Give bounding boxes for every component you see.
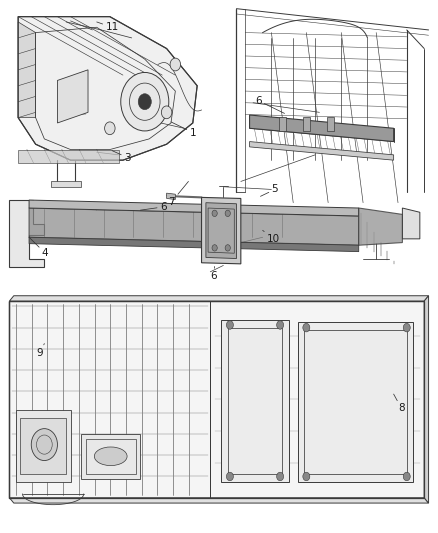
Polygon shape [81,434,141,479]
Circle shape [170,58,180,71]
Polygon shape [221,320,289,482]
Polygon shape [29,200,359,216]
Text: 6: 6 [210,266,217,281]
Circle shape [105,122,115,135]
Circle shape [212,210,217,216]
Polygon shape [166,193,175,199]
Text: 8: 8 [394,394,405,414]
Polygon shape [10,200,44,266]
Polygon shape [206,203,237,259]
Circle shape [277,472,284,481]
Polygon shape [18,22,35,118]
Polygon shape [20,418,66,474]
Circle shape [212,245,217,251]
Polygon shape [359,208,403,245]
Text: 9: 9 [37,344,44,358]
Polygon shape [16,410,71,482]
Text: 5: 5 [261,184,278,196]
Circle shape [226,472,233,481]
Circle shape [403,472,410,481]
Polygon shape [279,117,286,131]
Circle shape [403,324,410,332]
Text: 1: 1 [171,122,196,138]
Polygon shape [18,17,197,160]
Polygon shape [250,115,394,142]
Circle shape [226,321,233,329]
Polygon shape [424,296,428,503]
Circle shape [161,106,172,119]
Circle shape [303,472,310,481]
Polygon shape [51,181,81,187]
Polygon shape [29,237,359,252]
Polygon shape [303,117,310,131]
Polygon shape [327,117,334,131]
Text: 4: 4 [29,237,49,258]
Polygon shape [10,296,428,301]
Polygon shape [18,150,119,163]
Polygon shape [403,208,420,239]
Polygon shape [57,70,88,123]
Circle shape [277,321,284,329]
Text: 6: 6 [141,202,166,212]
Circle shape [225,210,230,216]
Polygon shape [201,197,241,264]
Circle shape [121,72,169,131]
Text: 11: 11 [97,22,119,33]
Text: 6: 6 [255,95,285,114]
Text: 3: 3 [112,151,131,163]
Polygon shape [250,142,394,160]
Polygon shape [10,498,428,503]
Polygon shape [29,208,359,245]
Circle shape [303,324,310,332]
Circle shape [31,429,57,461]
Polygon shape [297,322,413,482]
Ellipse shape [94,447,127,466]
Text: 10: 10 [263,230,280,244]
Circle shape [138,94,151,110]
Text: 7: 7 [169,181,188,207]
Circle shape [225,245,230,251]
Polygon shape [10,301,424,498]
